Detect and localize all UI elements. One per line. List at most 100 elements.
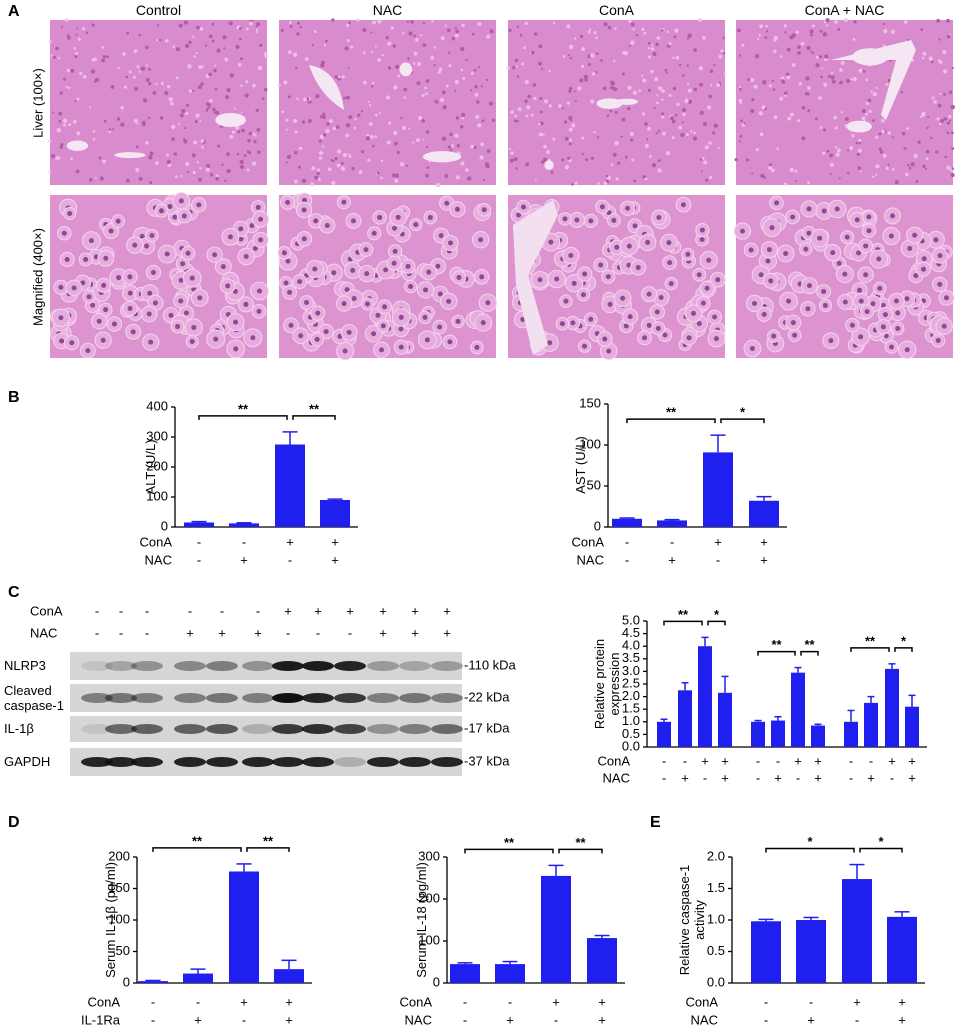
cell-dot xyxy=(857,166,862,170)
cell-dot xyxy=(475,114,480,120)
cell-dot xyxy=(66,68,71,73)
cell-dot xyxy=(479,155,484,160)
nucleus xyxy=(686,335,692,341)
nucleus xyxy=(562,216,568,222)
cell-dot xyxy=(426,166,430,169)
cell-dot xyxy=(319,150,324,156)
cell-dot xyxy=(135,167,140,172)
significance-label: * xyxy=(901,633,907,648)
significance-bracket: ** xyxy=(246,833,290,852)
nucleus xyxy=(537,277,543,283)
cell-dot xyxy=(447,145,451,149)
condition-sign: + xyxy=(898,1012,906,1027)
bracket-line xyxy=(152,847,242,852)
cell-dot xyxy=(783,24,787,28)
nucleus xyxy=(149,232,155,238)
significance-bracket: ** xyxy=(198,401,288,420)
cell-dot xyxy=(693,48,697,52)
cell-dot xyxy=(416,81,421,86)
cell-dot xyxy=(552,21,556,25)
condition-sign: + xyxy=(598,1012,606,1027)
y-tick-label: 3.0 xyxy=(622,663,640,678)
cell-dot xyxy=(412,141,415,144)
cell-dot xyxy=(516,25,519,28)
nucleus xyxy=(858,298,864,304)
cell-dot xyxy=(568,86,573,91)
cell-dot xyxy=(641,74,644,77)
cell-dot xyxy=(630,22,635,27)
cell-dot xyxy=(925,149,930,154)
nucleus xyxy=(935,337,941,343)
nucleus xyxy=(646,291,652,297)
nucleus xyxy=(58,284,64,290)
nucleus xyxy=(739,228,745,234)
nucleus xyxy=(842,299,848,305)
nucleus xyxy=(448,240,454,246)
cell-dot xyxy=(281,110,284,114)
cell-dot xyxy=(152,90,157,95)
cell-dot xyxy=(345,123,351,128)
cell-dot xyxy=(651,163,657,168)
nucleus xyxy=(238,236,244,242)
cell-dot xyxy=(581,47,586,52)
cell-dot xyxy=(942,69,948,74)
bar xyxy=(791,672,805,747)
cell-dot xyxy=(786,47,791,52)
cell-dot xyxy=(245,80,249,84)
bar xyxy=(796,920,826,983)
cell-dot xyxy=(779,96,784,101)
cell-dot xyxy=(293,118,298,123)
cell-dot xyxy=(381,53,385,57)
cell-dot xyxy=(103,119,107,123)
nucleus xyxy=(395,214,401,220)
error-bar xyxy=(758,918,774,922)
cell-dot xyxy=(614,27,617,30)
nucleus xyxy=(611,217,617,223)
nucleus xyxy=(655,325,661,331)
nucleus xyxy=(571,280,577,286)
cell-dot xyxy=(252,132,255,136)
cell-dot xyxy=(666,30,669,34)
condition-sign: - xyxy=(151,1012,155,1027)
error-bar xyxy=(619,517,635,519)
cell-dot xyxy=(650,69,654,74)
nucleus xyxy=(172,214,178,220)
bar xyxy=(905,706,919,747)
nucleus xyxy=(314,336,320,342)
nucleus xyxy=(666,240,672,246)
cell-dot xyxy=(656,101,660,105)
error-bar xyxy=(710,434,726,453)
cell-dot xyxy=(740,119,744,123)
nucleus xyxy=(790,320,796,326)
cell-dot xyxy=(738,98,743,103)
cell-dot xyxy=(169,101,174,106)
y-tick-label: 1.5 xyxy=(622,701,640,716)
condition-sign: + xyxy=(443,603,451,618)
cell-dot xyxy=(182,137,186,141)
nucleus xyxy=(398,344,404,350)
nucleus xyxy=(888,344,894,350)
cell-dot xyxy=(665,71,668,74)
nucleus xyxy=(100,337,106,343)
condition-sign: + xyxy=(379,625,387,640)
significance-bracket: ** xyxy=(800,637,819,656)
condition-sign: + xyxy=(681,770,689,785)
panel-label: C xyxy=(8,584,20,601)
cell-dot xyxy=(820,75,823,79)
bar xyxy=(657,721,671,747)
cell-dot xyxy=(847,171,850,175)
cell-dot xyxy=(376,171,380,175)
blot-band xyxy=(81,724,113,734)
vessel xyxy=(422,151,462,163)
cell-dot xyxy=(186,103,190,107)
nucleus xyxy=(786,298,792,304)
y-tick-label: 200 xyxy=(418,890,440,905)
cell-dot xyxy=(835,152,840,157)
cell-dot xyxy=(433,64,436,67)
cell-dot xyxy=(199,166,202,170)
cell-dot xyxy=(693,87,698,92)
cell-dot xyxy=(208,72,212,77)
bar xyxy=(811,725,825,747)
cell-dot xyxy=(183,139,188,144)
cell-dot xyxy=(595,71,598,74)
